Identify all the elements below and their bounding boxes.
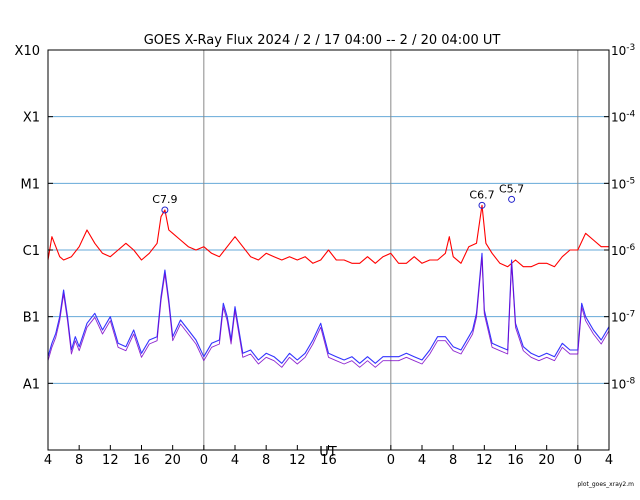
y-right-tick-label: 10-4 bbox=[611, 110, 636, 125]
x-tick-label: 12 bbox=[102, 453, 119, 468]
chart-title: GOES X-Ray Flux 2024 / 2 / 17 04:00 -- 2… bbox=[144, 33, 501, 48]
x-tick-label: 4 bbox=[418, 453, 426, 468]
x-tick-label: 8 bbox=[449, 453, 457, 468]
x-tick-label: 16 bbox=[133, 453, 150, 468]
x-tick-label: 16 bbox=[507, 453, 524, 468]
y-left-tick-label: A1 bbox=[23, 377, 40, 392]
x-tick-label: 4 bbox=[44, 453, 52, 468]
x-tick-label: 16 bbox=[320, 453, 337, 468]
y-right-tick-label: 10-6 bbox=[611, 243, 636, 258]
x-tick-label: 8 bbox=[75, 453, 83, 468]
plot-frame bbox=[47, 49, 610, 451]
x-tick-label: 0 bbox=[200, 453, 208, 468]
tick-label-layer: 4 8 12 16 20 0 4 8 12 16 0 4 8 12 16 20 0 4 A1 B1 C1 M1 X1 X10 1… bbox=[15, 43, 636, 468]
x-tick-label: 4 bbox=[231, 453, 239, 468]
x-tick-label: 4 bbox=[605, 453, 613, 468]
x-tick-label: 12 bbox=[289, 453, 306, 468]
y-left-tick-label: X10 bbox=[15, 44, 40, 59]
plot-credit: plot_goes_xray2.m bbox=[577, 481, 634, 488]
y-right-tick-label: 10-3 bbox=[611, 43, 635, 58]
x-axis-label: UT bbox=[319, 445, 337, 460]
x-tick-label: 0 bbox=[574, 453, 582, 468]
y-left-tick-label: M1 bbox=[21, 177, 41, 192]
flare-marker bbox=[508, 195, 516, 203]
y-right-tick-label: 10-8 bbox=[611, 376, 636, 391]
series-layer bbox=[47, 204, 610, 368]
y-left-tick-label: X1 bbox=[23, 111, 40, 126]
flare-marker bbox=[478, 201, 486, 209]
series-line-long bbox=[47, 204, 609, 268]
flare-label: C5.7 bbox=[499, 182, 524, 195]
x-tick-label: 0 bbox=[387, 453, 395, 468]
x-tick-label: 12 bbox=[476, 453, 493, 468]
x-tick-label: 8 bbox=[262, 453, 270, 468]
x-tick-label: 20 bbox=[164, 453, 181, 468]
y-right-tick-label: 10-7 bbox=[611, 310, 635, 325]
flare-label: C6.7 bbox=[469, 188, 494, 201]
y-right-tick-label: 10-5 bbox=[611, 176, 635, 191]
flare-label: C7.9 bbox=[152, 193, 177, 206]
y-left-tick-label: B1 bbox=[23, 311, 40, 326]
flare-marker bbox=[161, 206, 169, 214]
x-tick-label: 20 bbox=[538, 453, 555, 468]
series-line-short-secondary bbox=[47, 256, 610, 368]
series-line-short bbox=[47, 252, 610, 364]
flare-marker-layer: C7.9 C6.7 C5.7 bbox=[152, 182, 524, 214]
y-left-tick-label: C1 bbox=[23, 244, 40, 259]
